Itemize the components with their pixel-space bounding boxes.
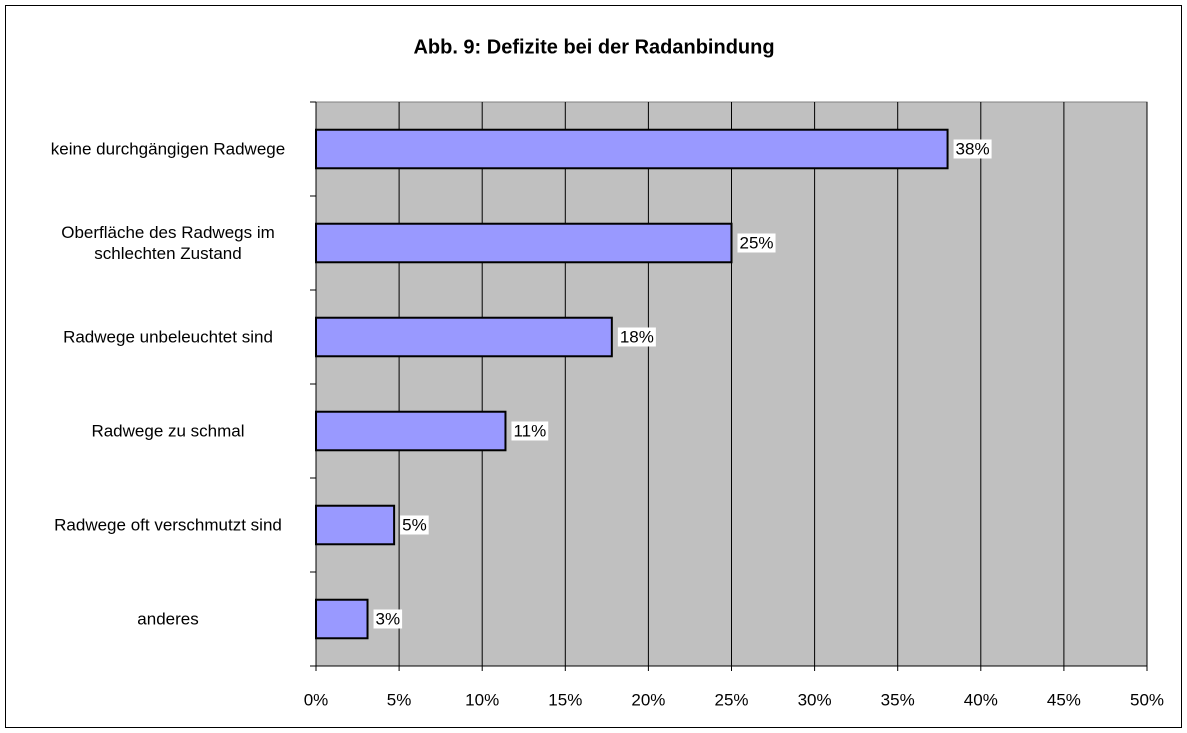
value-label: 25% (740, 233, 774, 252)
value-label-bg (400, 515, 429, 535)
value-label: 5% (402, 515, 427, 534)
x-tick-label: 0% (304, 690, 329, 709)
value-label-bg (373, 609, 403, 629)
value-label: 3% (376, 609, 401, 628)
x-tick-label: 40% (964, 690, 998, 709)
value-label-bg (511, 421, 549, 441)
value-label: 18% (620, 327, 654, 346)
x-tick-label: 30% (798, 690, 832, 709)
x-tick-label: 15% (548, 690, 582, 709)
value-label: 38% (956, 139, 990, 158)
y-tick-label: Radwege zu schmal (91, 421, 245, 441)
x-tick-label: 10% (465, 690, 499, 709)
x-tick-label: 20% (631, 690, 665, 709)
x-tick-label: 5% (387, 690, 412, 709)
bar (315, 128, 949, 170)
y-tick-label: Radwege oft verschmutzt sind (54, 515, 282, 535)
bar (315, 410, 507, 452)
y-tick-label: Oberfläche des Radwegs im schlechten Zus… (61, 223, 275, 263)
y-tick-label: keine durchgängigen Radwege (50, 139, 286, 159)
y-tick-label: Radwege unbeleuchtet sind (63, 327, 273, 347)
y-tick-label: anderes (137, 609, 199, 629)
value-label-bg (953, 139, 992, 159)
bar (315, 504, 396, 546)
value-label: 11% (513, 421, 546, 440)
bar (315, 222, 733, 264)
value-label-bg (617, 327, 656, 347)
chart-title: Abb. 9: Defizite bei der Radanbindung (413, 36, 774, 58)
x-tick-label: 45% (1047, 690, 1081, 709)
x-tick-label: 25% (714, 690, 748, 709)
x-tick-label: 50% (1130, 690, 1164, 709)
x-tick-label: 35% (881, 690, 915, 709)
value-label-bg (737, 233, 776, 253)
bar (315, 316, 613, 358)
bar (315, 598, 369, 640)
